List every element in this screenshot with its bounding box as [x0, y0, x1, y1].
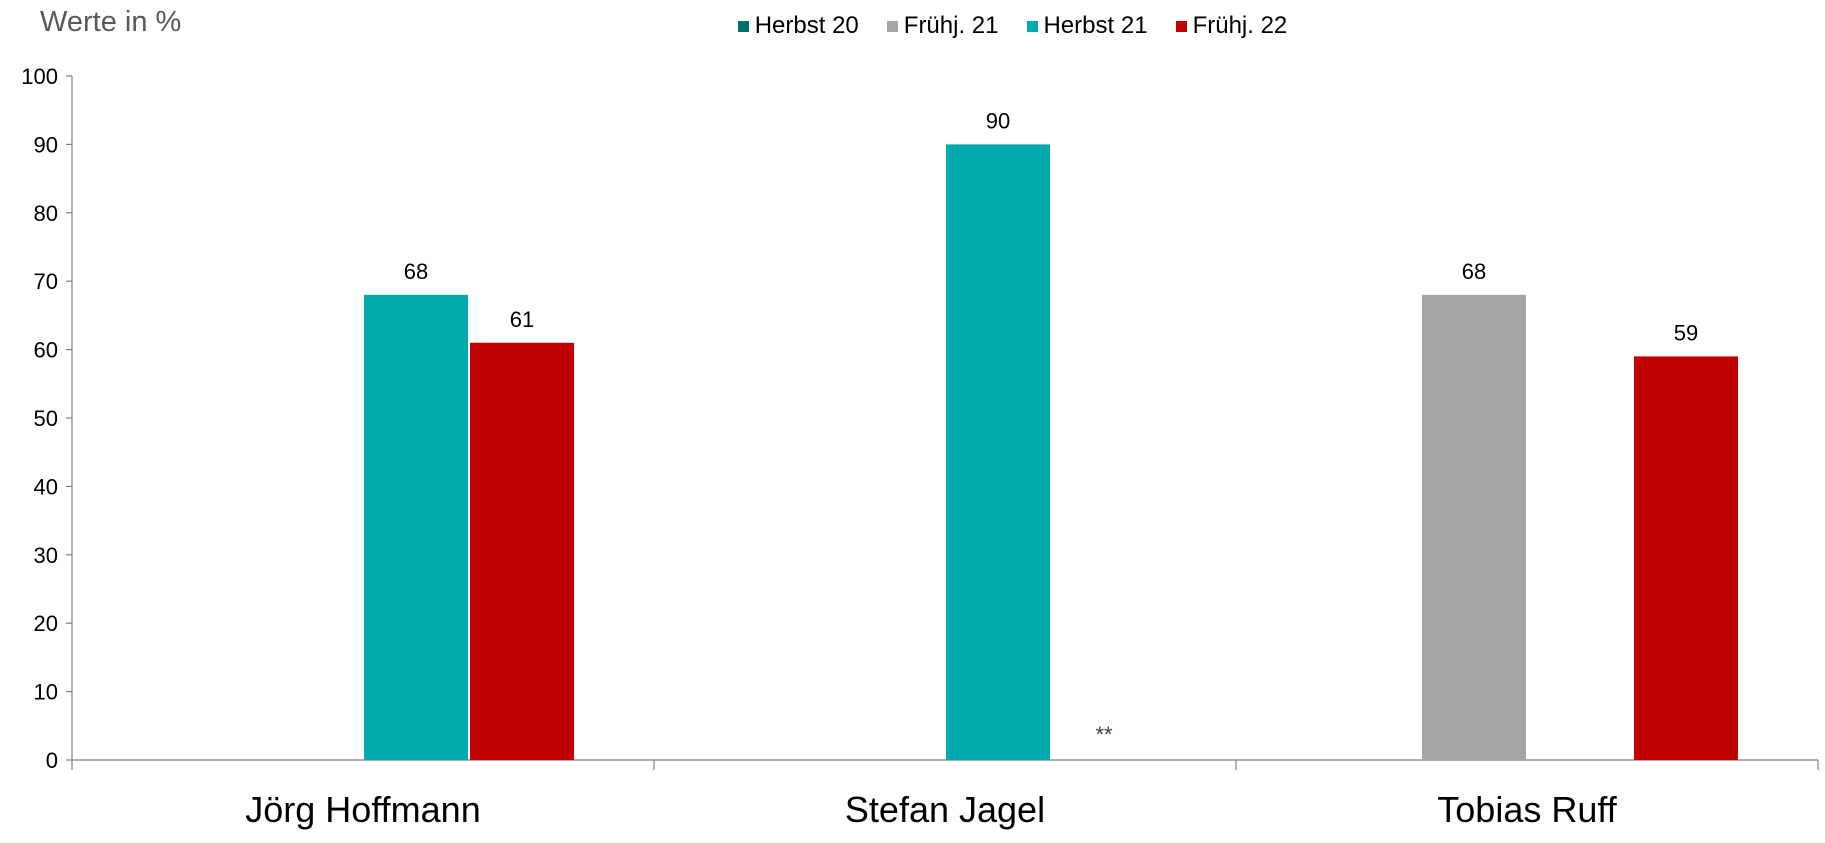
y-tick-label: 0 — [46, 748, 58, 773]
bar-value-label: 90 — [986, 108, 1010, 133]
bar-note-label: ** — [1095, 722, 1113, 747]
y-tick-label: 40 — [34, 474, 58, 499]
legend-swatch-fruehj-22 — [1175, 20, 1187, 32]
chart-legend: Herbst 20 Frühj. 21 Herbst 21 Frühj. 22 — [0, 12, 1825, 40]
y-tick-label: 50 — [34, 406, 58, 431]
legend-label-fruehj-22: Frühj. 22 — [1192, 12, 1288, 39]
y-tick-label: 60 — [34, 338, 58, 363]
y-tick-label: 100 — [21, 64, 58, 89]
legend-item-herbst-21: Herbst 21 — [1026, 12, 1148, 40]
bar-value-label: 68 — [1462, 259, 1486, 284]
bar — [364, 294, 468, 760]
legend-item-fruehj-22: Frühj. 22 — [1175, 12, 1288, 40]
y-tick-label: 20 — [34, 611, 58, 636]
bar-value-label: 61 — [510, 307, 534, 332]
y-tick-label: 70 — [34, 269, 58, 294]
x-category-label: Tobias Ruff — [1437, 789, 1617, 830]
legend-swatch-herbst-20 — [737, 20, 749, 32]
legend-label-fruehj-21: Frühj. 21 — [903, 12, 999, 39]
bar-value-label: 59 — [1674, 320, 1698, 345]
bar — [470, 342, 574, 760]
chart-unit-label: Werte in % — [40, 6, 182, 38]
bar — [1634, 356, 1738, 760]
y-tick-label: 10 — [34, 680, 58, 705]
legend-label-herbst-21: Herbst 21 — [1043, 12, 1148, 39]
legend-swatch-fruehj-21 — [886, 20, 898, 32]
legend-swatch-herbst-21 — [1026, 20, 1038, 32]
y-tick-label: 90 — [34, 132, 58, 157]
x-category-label: Jörg Hoffmann — [245, 789, 480, 830]
x-category-label: Stefan Jagel — [845, 789, 1045, 830]
y-tick-label: 80 — [34, 201, 58, 226]
bar — [946, 144, 1050, 760]
bar — [1422, 294, 1526, 760]
legend-item-herbst-20: Herbst 20 — [737, 12, 859, 40]
legend-item-fruehj-21: Frühj. 21 — [886, 12, 999, 40]
bar-value-label: 68 — [404, 259, 428, 284]
legend-label-herbst-20: Herbst 20 — [754, 12, 859, 39]
y-tick-label: 30 — [34, 543, 58, 568]
